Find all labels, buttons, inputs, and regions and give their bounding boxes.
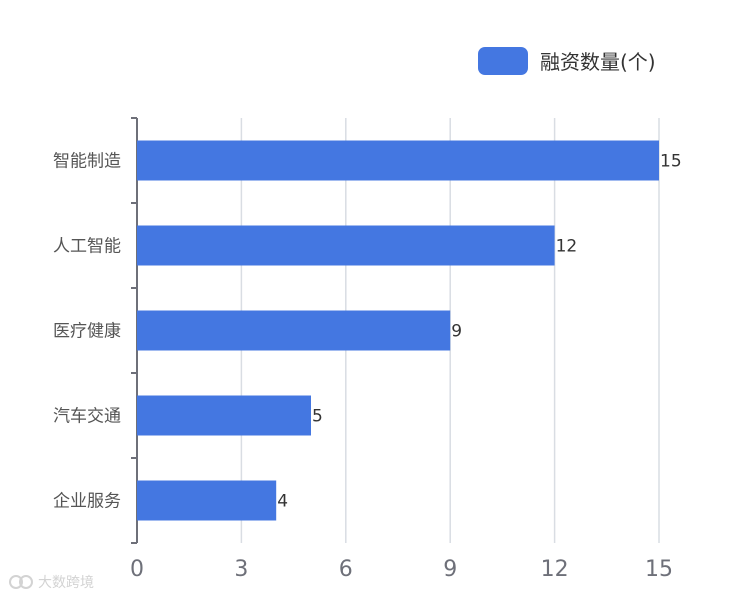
bar[interactable]	[137, 395, 311, 436]
bar-value-label: 5	[312, 407, 323, 427]
bar[interactable]	[137, 140, 659, 181]
legend-label: 融资数量(个)	[540, 50, 656, 74]
y-category-label: 汽车交通	[53, 407, 121, 427]
x-tick-label: 9	[443, 557, 457, 582]
bar-value-label: 9	[451, 322, 462, 342]
watermark-text: 大数跨境	[38, 575, 94, 591]
x-tick-label: 15	[645, 557, 673, 582]
y-category-label: 人工智能	[53, 237, 121, 257]
y-category-label: 企业服务	[53, 492, 121, 512]
bar[interactable]	[137, 480, 277, 521]
watermark-logo-icon	[9, 575, 33, 589]
legend[interactable]: 融资数量(个)	[478, 46, 656, 75]
bar[interactable]	[137, 225, 555, 266]
y-category-label: 智能制造	[53, 152, 121, 172]
x-tick-label: 3	[234, 557, 248, 582]
x-tick-label: 0	[130, 557, 144, 582]
y-category-label: 医疗健康	[53, 322, 121, 342]
bar-value-label: 12	[556, 237, 578, 257]
x-tick-label: 12	[541, 557, 569, 582]
x-tick-label: 6	[339, 557, 353, 582]
bar-value-label: 4	[277, 492, 288, 512]
legend-swatch	[478, 46, 528, 75]
watermark: 大数跨境	[8, 572, 94, 592]
bar-value-label: 15	[660, 152, 682, 172]
bar[interactable]	[137, 310, 451, 351]
